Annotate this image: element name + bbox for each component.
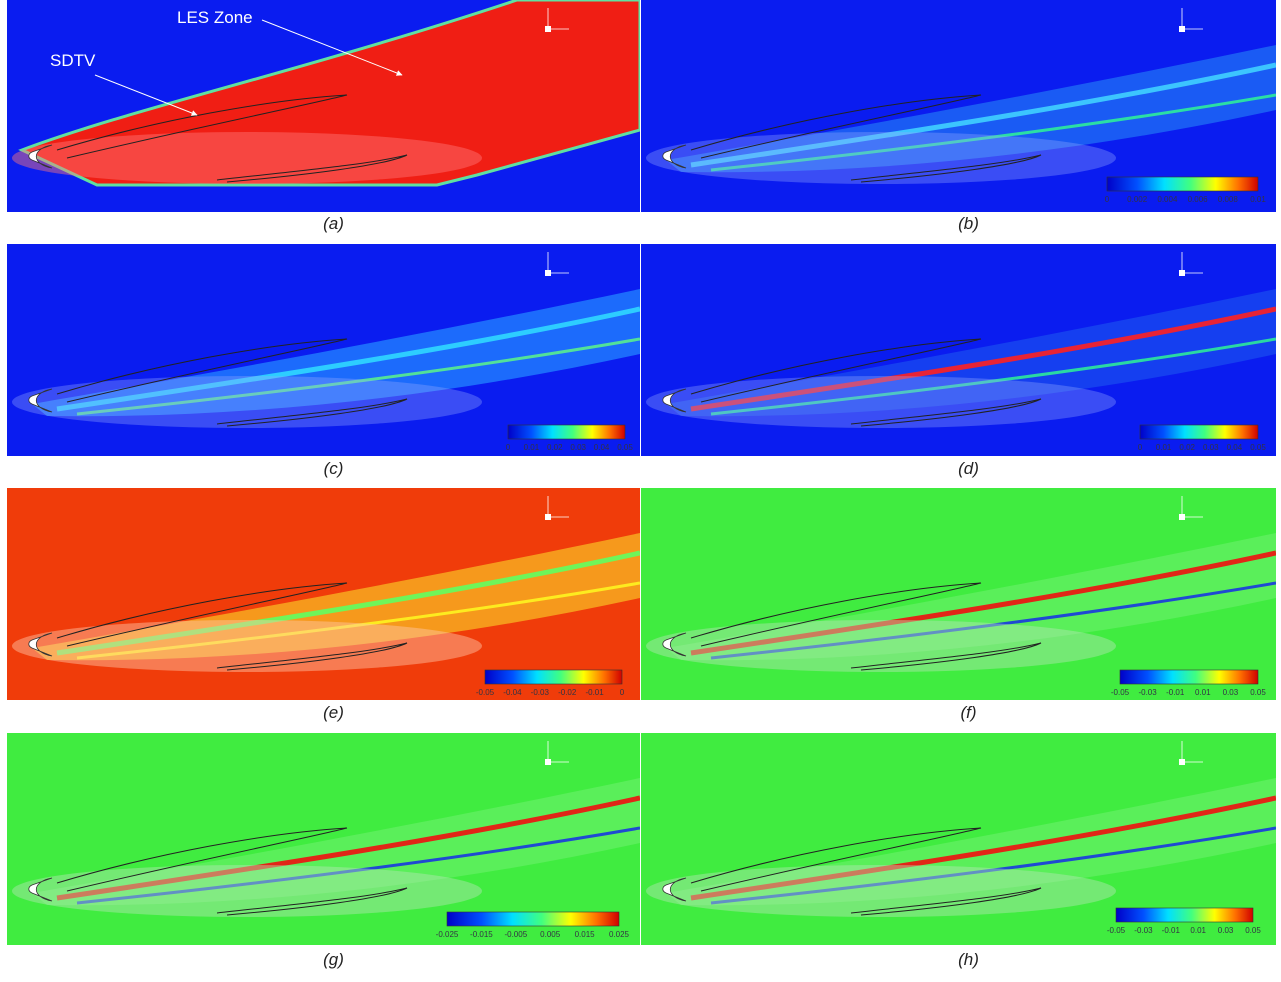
panel (7, 488, 640, 700)
colorbar (447, 912, 619, 926)
colorbar (508, 425, 625, 439)
colorbar-tick-label: 0 (1138, 443, 1143, 452)
panel-label: (c) (324, 459, 344, 478)
colorbar-tick-label: -0.005 (504, 930, 527, 939)
annotation: LES Zone (177, 8, 253, 27)
panel-label: (d) (958, 459, 979, 478)
colorbar-tick-label: 0.03 (1203, 443, 1219, 452)
colorbar-tick-label: 0 (506, 443, 511, 452)
colorbar (1140, 425, 1258, 439)
panel-label: (h) (958, 950, 979, 969)
colorbar-tick-label: -0.03 (1134, 926, 1153, 935)
colorbar-tick-label: 0.01 (524, 443, 540, 452)
annotation: SDTV (50, 51, 96, 70)
colorbar-tick-label: -0.015 (470, 930, 493, 939)
panel-content: LES Zone SDTV (7, 0, 640, 212)
panel-label: (e) (323, 703, 344, 722)
colorbar-tick-label: 0.01 (1190, 926, 1206, 935)
colorbar-tick-label: 0.02 (547, 443, 563, 452)
colorbar-tick-label: 0.05 (1245, 926, 1261, 935)
colorbar-tick-label: 0.05 (1250, 688, 1266, 697)
colorbar-tick-label: 0.008 (1218, 195, 1239, 204)
colorbar-tick-label: 0.01 (1195, 688, 1211, 697)
colorbar-tick-label: -0.01 (1162, 926, 1181, 935)
colorbar-tick-label: -0.025 (436, 930, 459, 939)
panel-label: (f) (960, 703, 976, 722)
colorbar-tick-label: 0.006 (1188, 195, 1209, 204)
colorbar-tick-label: 0.004 (1157, 195, 1178, 204)
colorbar-tick-label: -0.03 (531, 688, 550, 697)
colorbar-tick-label: -0.05 (476, 688, 495, 697)
colorbar-tick-label: 0 (1105, 195, 1110, 204)
colorbar-tick-label: 0.05 (1250, 443, 1266, 452)
colorbar (1107, 177, 1258, 191)
panel-label: (a) (323, 214, 344, 233)
panel-label: (g) (323, 950, 344, 969)
panel: LES Zone SDTV (7, 0, 640, 212)
panel (7, 244, 640, 456)
colorbar-tick-label: 0.04 (594, 443, 610, 452)
panel-content (641, 488, 1276, 700)
colorbar-tick-label: 0.025 (609, 930, 630, 939)
colorbar-tick-label: 0.05 (617, 443, 633, 452)
colorbar-tick-label: 0 (620, 688, 625, 697)
colorbar (1120, 670, 1258, 684)
colorbar (1116, 908, 1253, 922)
colorbar-tick-label: 0.01 (1250, 195, 1266, 204)
colorbar-tick-label: -0.05 (1107, 926, 1126, 935)
colorbar-tick-label: -0.01 (585, 688, 604, 697)
panel (641, 488, 1276, 700)
panel-label: (b) (958, 214, 979, 233)
colorbar-tick-label: -0.01 (1166, 688, 1185, 697)
colorbar-tick-label: 0.03 (1218, 926, 1234, 935)
colorbar (485, 670, 622, 684)
colorbar-tick-label: 0.03 (570, 443, 586, 452)
panel-content (7, 244, 640, 456)
figure: LES Zone SDTV (a) (b) 0 0.002 0.004 0.006 0.008 0… (0, 0, 1281, 982)
colorbar-tick-label: -0.03 (1138, 688, 1157, 697)
colorbar-tick-label: 0.02 (1179, 443, 1195, 452)
colorbar-tick-label: 0.002 (1127, 195, 1148, 204)
colorbar-tick-label: 0.015 (575, 930, 596, 939)
colorbar-tick-label: 0.01 (1156, 443, 1172, 452)
colorbar-tick-label: 0.005 (540, 930, 561, 939)
panel-content (7, 488, 640, 700)
panel-content (641, 244, 1276, 456)
colorbar-tick-label: 0.03 (1223, 688, 1239, 697)
colorbar-tick-label: 0.04 (1227, 443, 1243, 452)
colorbar-tick-label: -0.02 (558, 688, 577, 697)
colorbar-tick-label: -0.05 (1111, 688, 1130, 697)
panel (641, 244, 1276, 456)
colorbar-tick-label: -0.04 (503, 688, 522, 697)
